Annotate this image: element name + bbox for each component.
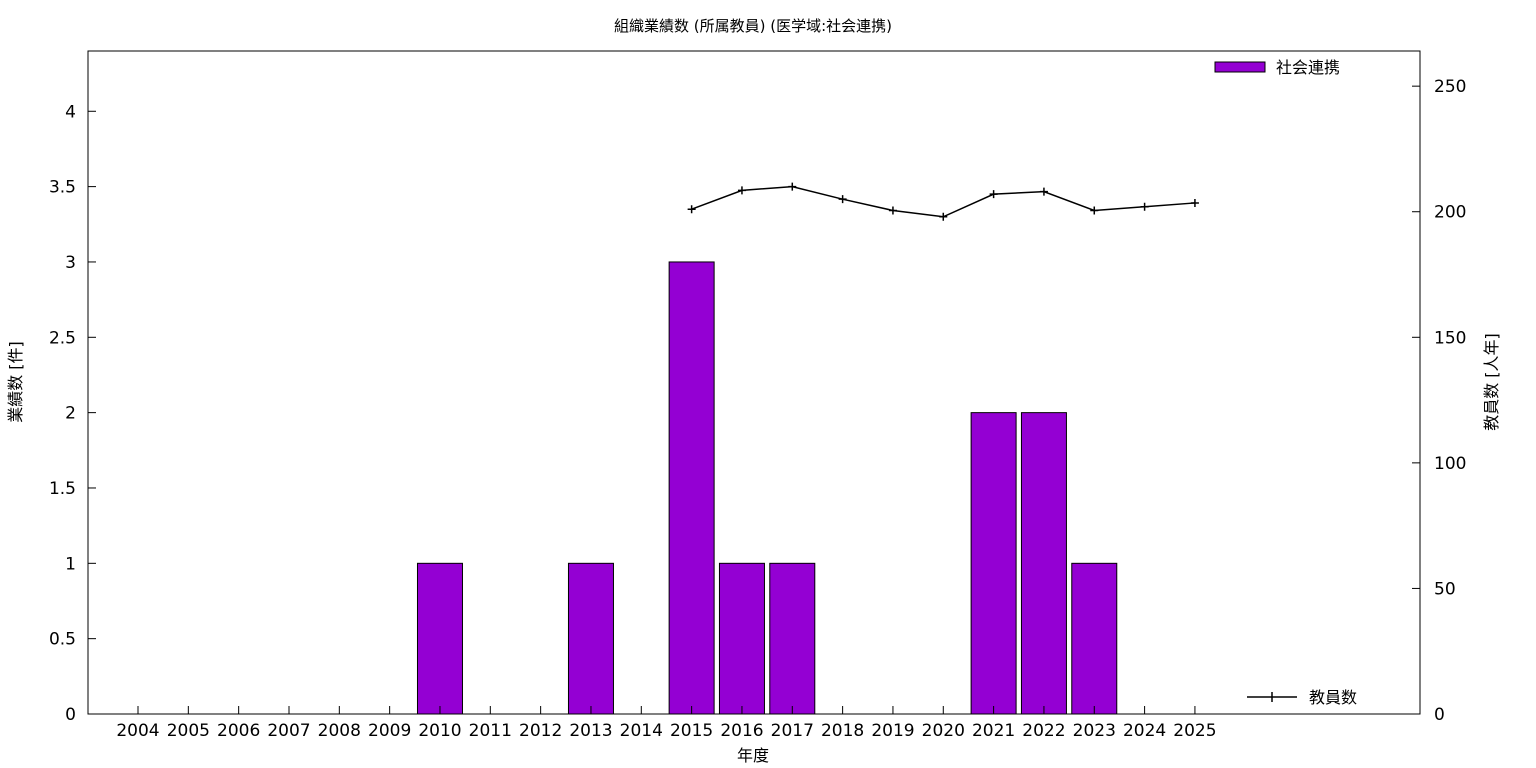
line-point: [1090, 206, 1099, 215]
line-point: [888, 206, 897, 215]
x-tick-label: 2008: [318, 721, 361, 741]
y2-tick-label: 50: [1434, 579, 1456, 599]
line-point: [1039, 187, 1048, 196]
y-tick-label: 4: [65, 102, 76, 122]
x-tick-label: 2019: [871, 721, 914, 741]
x-tick-label: 2010: [418, 721, 461, 741]
legend-bar-label: 社会連携: [1276, 58, 1340, 77]
y-tick-label: 3.5: [49, 178, 76, 198]
x-tick-label: 2016: [720, 721, 763, 741]
x-tick-label: 2013: [569, 721, 612, 741]
line-series: [687, 182, 1199, 221]
bar: [567, 562, 614, 715]
x-tick-label: 2005: [167, 721, 210, 741]
line-point: [1140, 202, 1149, 211]
line-point: [838, 195, 847, 204]
y2-tick-label: 0: [1434, 705, 1445, 725]
legend-bar-swatch: [1214, 61, 1266, 73]
x-tick-label: 2020: [922, 721, 965, 741]
y-tick-label: 2.5: [49, 328, 76, 348]
y2-axis-label: 教員数 [人年]: [1482, 333, 1501, 431]
line-point: [737, 186, 746, 195]
x-tick-label: 2012: [519, 721, 562, 741]
bar: [1071, 562, 1118, 715]
y-axis-label: 業績数 [件]: [6, 341, 25, 423]
bar: [1020, 412, 1067, 715]
y-tick-label: 0: [65, 705, 76, 725]
y-tick-label: 0.5: [49, 630, 76, 650]
y2-axis-ticks: 0 50 100 150 200 250: [1412, 77, 1466, 725]
line-point: [989, 190, 998, 199]
y2-tick-label: 200: [1434, 203, 1466, 223]
x-tick-label: 2006: [217, 721, 260, 741]
x-tick-label: 2007: [267, 721, 310, 741]
x-tick-label: 2014: [620, 721, 663, 741]
x-tick-label: 2004: [116, 721, 159, 741]
x-tick-label: 2017: [771, 721, 814, 741]
y2-tick-label: 150: [1434, 328, 1466, 348]
y-axis-ticks: 0 0.5 1 1.5 2 2.5 3 3.5 4: [49, 102, 96, 725]
y-tick-label: 1.5: [49, 479, 76, 499]
legend-line-label: 教員数: [1309, 688, 1357, 707]
chart-title: 組織業績数 (所属教員) (医学域:社会連携): [614, 17, 892, 35]
y2-tick-label: 250: [1434, 77, 1466, 97]
legend-bar: 社会連携: [1214, 58, 1340, 77]
x-tick-label: 2018: [821, 721, 864, 741]
x-axis-ticks: 2004 2005 2006 2007 2008 2009 2010 2011 2012 2013…: [116, 706, 1217, 741]
line-point: [687, 205, 696, 214]
x-tick-label: 2021: [972, 721, 1015, 741]
line-path: [691, 185, 1195, 218]
x-tick-label: 2022: [1022, 721, 1065, 741]
x-tick-label: 2011: [469, 721, 512, 741]
bar: [416, 562, 463, 715]
bar-series: [416, 261, 1118, 715]
legend-line: 教員数: [1247, 688, 1357, 707]
y-tick-label: 1: [65, 554, 76, 574]
bar: [668, 261, 715, 715]
line-point: [788, 182, 797, 191]
x-tick-label: 2025: [1173, 721, 1216, 741]
y-tick-label: 2: [65, 404, 76, 424]
x-tick-label: 2024: [1123, 721, 1166, 741]
x-tick-label: 2023: [1073, 721, 1116, 741]
bar: [718, 562, 765, 715]
bar: [769, 562, 816, 715]
line-point: [939, 212, 948, 221]
y-tick-label: 3: [65, 253, 76, 273]
y2-tick-label: 100: [1434, 454, 1466, 474]
plot-frame: [87, 50, 1421, 715]
bar: [970, 412, 1017, 715]
line-point: [1190, 198, 1199, 207]
x-tick-label: 2015: [670, 721, 713, 741]
x-axis-label: 年度: [737, 746, 769, 765]
x-tick-label: 2009: [368, 721, 411, 741]
